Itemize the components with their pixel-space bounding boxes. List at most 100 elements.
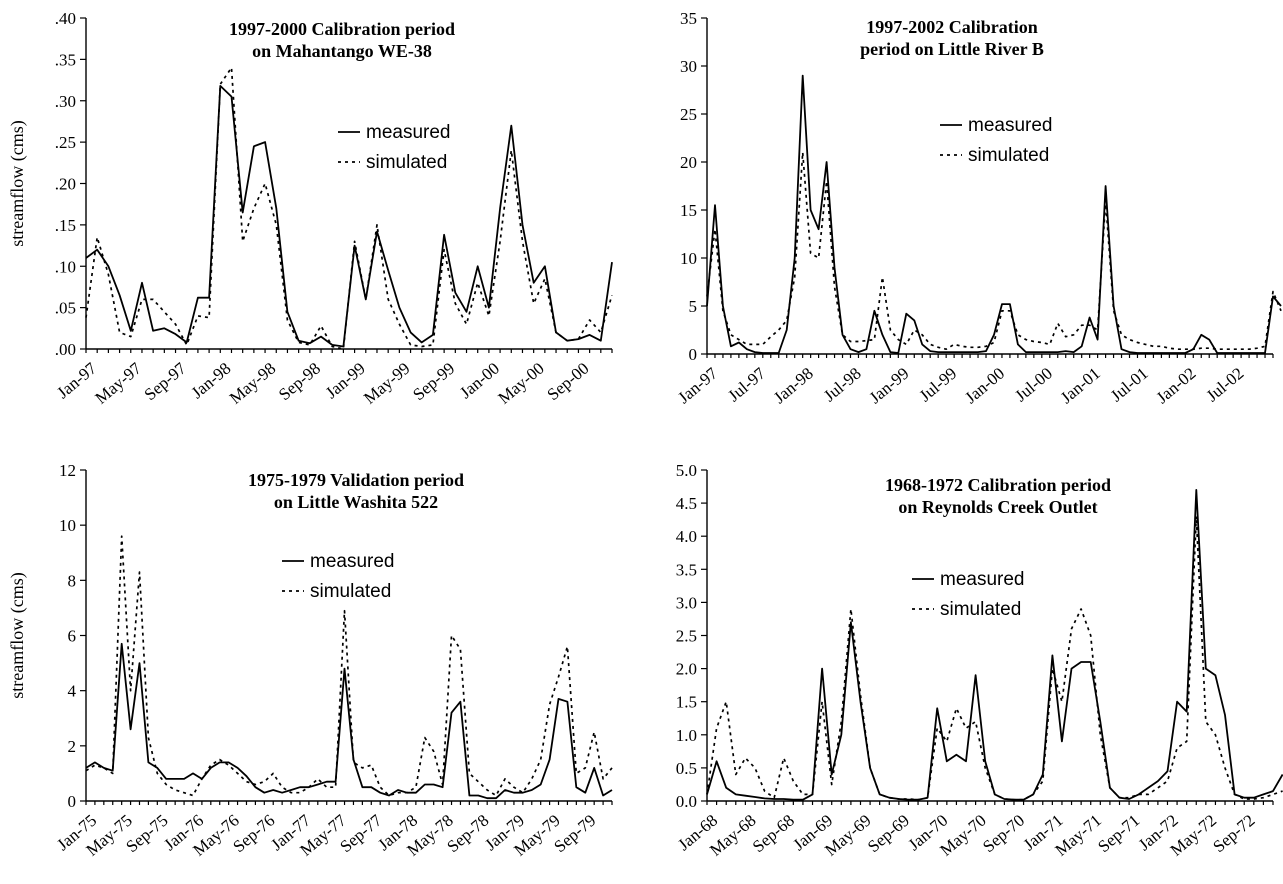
y-tick-label: 6 xyxy=(68,627,77,646)
y-tick-label: .20 xyxy=(55,175,76,194)
y-tick-label: 0 xyxy=(689,345,698,364)
legend-label-measured: measured xyxy=(940,569,1025,590)
y-axis-label: streamflow (cms) xyxy=(7,572,28,698)
series-line-simulated xyxy=(85,66,613,350)
legend: measured simulated xyxy=(282,551,395,602)
y-tick-label: 2.0 xyxy=(676,660,697,679)
legend: measured simulated xyxy=(940,115,1053,166)
x-tick-label: Sep-68 xyxy=(749,811,798,857)
legend: measured simulated xyxy=(912,569,1025,620)
x-tick-label: Sep-78 xyxy=(443,811,492,857)
series-line-simulated xyxy=(706,515,1283,801)
x-tick-label: Sep-79 xyxy=(550,811,599,857)
x-tick-label: May-00 xyxy=(494,359,547,408)
x-tick-label: Jan-00 xyxy=(961,364,1008,408)
x-tick-label: Jul-00 xyxy=(1011,364,1056,406)
legend-label-simulated: simulated xyxy=(940,599,1021,620)
y-tick-label: 10 xyxy=(59,516,76,535)
series-line-simulated xyxy=(706,151,1282,351)
x-tick-label: May-97 xyxy=(92,358,146,407)
y-tick-label: 35 xyxy=(680,9,697,28)
y-tick-label: 1.0 xyxy=(676,726,697,745)
y-tick-label: 4 xyxy=(68,682,77,701)
chart-title-line: on Little Washita 522 xyxy=(274,492,438,512)
chart-panel-1: .00.05.10.15.20.25.30.35.40Jan-97May-97S… xyxy=(7,9,613,408)
x-tick-label: Sep-76 xyxy=(229,811,278,857)
x-tick-label: Jul-99 xyxy=(916,364,961,406)
chart-panel-4: 0.00.51.01.52.02.53.03.54.04.55.0Jan-68M… xyxy=(674,461,1283,860)
x-tick-label: Sep-72 xyxy=(1209,811,1258,857)
x-tick-label: Jul-02 xyxy=(1203,364,1248,406)
legend: measured simulated xyxy=(338,122,451,173)
series-line-measured xyxy=(706,74,1282,354)
y-tick-label: 25 xyxy=(680,105,697,124)
series-line-measured xyxy=(85,85,613,348)
chart-title-line: 1975-1979 Validation period xyxy=(248,470,464,490)
chart-title-line: period on Little River B xyxy=(860,39,1044,59)
x-tick-label: Jan-97 xyxy=(674,363,721,407)
y-tick-label: .25 xyxy=(55,133,76,152)
chart-title-line: 1997-2000 Calibration period xyxy=(229,19,455,39)
series-line-simulated xyxy=(85,535,613,797)
legend-label-simulated: simulated xyxy=(968,145,1049,166)
x-tick-label: Sep-00 xyxy=(544,359,593,405)
x-tick-label: Jul-01 xyxy=(1107,364,1152,406)
y-tick-label: 2 xyxy=(68,737,77,756)
y-tick-label: 20 xyxy=(680,153,697,172)
x-tick-label: Jan-98 xyxy=(770,364,817,408)
y-tick-label: 10 xyxy=(680,249,697,268)
x-tick-label: Jul-98 xyxy=(820,364,865,406)
y-tick-label: 2.5 xyxy=(676,627,697,646)
chart-title-line: on Mahantango WE-38 xyxy=(252,41,432,61)
y-tick-label: 1.5 xyxy=(676,693,697,712)
y-tick-label: .30 xyxy=(55,92,76,111)
x-tick-label: Jan-01 xyxy=(1057,364,1104,408)
y-tick-label: 12 xyxy=(59,461,76,480)
chart-title-line: on Reynolds Creek Outlet xyxy=(898,497,1097,517)
legend-label-measured: measured xyxy=(310,551,395,572)
chart-title-line: 1968-1972 Calibration period xyxy=(885,475,1111,495)
y-tick-label: 0.0 xyxy=(676,792,697,811)
x-tick-label: Sep-71 xyxy=(1094,811,1143,857)
y-tick-label: .35 xyxy=(55,50,76,69)
chart-panel-3: 024681012Jan-75May-75Sep-75Jan-76May-76S… xyxy=(7,461,613,860)
x-tick-label: Sep-97 xyxy=(141,358,190,404)
x-tick-label: Sep-75 xyxy=(122,811,171,857)
x-tick-label: Sep-77 xyxy=(336,810,385,856)
x-tick-label: Sep-99 xyxy=(409,359,458,405)
y-tick-label: 3.5 xyxy=(676,560,697,579)
chart-title-line: 1997-2002 Calibration xyxy=(866,17,1038,37)
x-tick-label: May-99 xyxy=(360,359,413,408)
series-line-measured xyxy=(85,642,613,800)
x-tick-label: Sep-69 xyxy=(864,811,913,857)
x-tick-label: Jan-02 xyxy=(1153,364,1200,408)
y-tick-label: 30 xyxy=(680,57,697,76)
x-tick-label: Jul-97 xyxy=(724,363,769,405)
y-tick-label: 0.5 xyxy=(676,759,697,778)
x-tick-label: Sep-70 xyxy=(979,811,1028,857)
y-tick-label: 15 xyxy=(680,201,697,220)
y-tick-label: 3.0 xyxy=(676,593,697,612)
y-tick-label: .00 xyxy=(55,340,76,359)
y-axis-label: streamflow (cms) xyxy=(7,120,28,246)
legend-label-measured: measured xyxy=(968,115,1053,136)
y-tick-label: 5.0 xyxy=(676,461,697,480)
y-tick-label: 8 xyxy=(68,571,77,590)
y-tick-label: .15 xyxy=(55,216,76,235)
legend-label-measured: measured xyxy=(366,122,451,143)
series-line-measured xyxy=(706,488,1283,801)
y-tick-label: 5 xyxy=(689,297,698,316)
y-tick-label: .05 xyxy=(55,299,76,318)
legend-label-simulated: simulated xyxy=(310,581,391,602)
y-tick-label: 4.5 xyxy=(676,494,697,513)
y-tick-label: 4.0 xyxy=(676,527,697,546)
x-tick-label: May-98 xyxy=(226,359,279,408)
x-tick-label: Jan-99 xyxy=(866,364,913,408)
y-tick-label: .10 xyxy=(55,257,76,276)
legend-label-simulated: simulated xyxy=(366,152,447,173)
y-tick-label: .40 xyxy=(55,9,76,28)
x-tick-label: Sep-98 xyxy=(275,359,324,405)
y-tick-label: 0 xyxy=(68,792,77,811)
